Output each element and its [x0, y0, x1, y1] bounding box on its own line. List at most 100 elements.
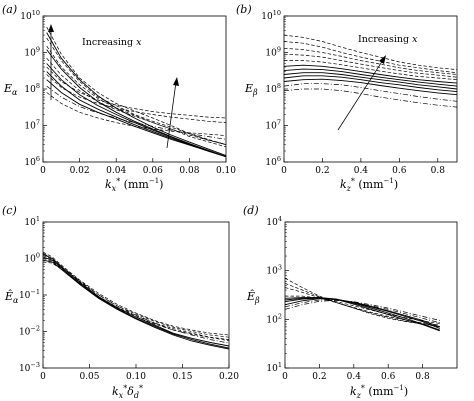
- series-line: [283, 41, 458, 74]
- y-axis-ticks: 106 107 108 109 1010: [261, 9, 288, 168]
- y-tick-label: 10−2: [19, 325, 40, 338]
- y-tick-label: 107: [265, 119, 281, 132]
- y-tick-label: 109: [265, 46, 281, 59]
- x-tick-label: 0.6: [392, 166, 407, 176]
- x-axis-label: kz* (mm−1): [340, 177, 398, 193]
- x-tick-label: 0.2: [315, 166, 329, 176]
- x-axis-ticks: 0 0.2 0.4 0.6 0.8: [281, 158, 445, 176]
- plot-frame: [284, 221, 458, 369]
- series-line: [284, 299, 440, 324]
- x-tick-label: 0: [282, 372, 288, 382]
- panel-b: (b) 0 0.2 0.4 0.6 0.8 106 107 108 109 1010 Eβ kz…: [236, 3, 458, 193]
- x-tick-label: 0.06: [143, 166, 163, 176]
- y-axis-ticks: 101 102 103 104: [266, 215, 289, 374]
- panel-c: (c) 0 0.05 0.10 0.15 0.20 10−3 10−2 10−1 100 101…: [2, 204, 239, 400]
- x-axis-label: kz* (mm−1): [350, 384, 408, 400]
- x-tick-label: 0.10: [216, 166, 236, 176]
- series-line: [46, 26, 227, 145]
- series-line: [42, 251, 230, 336]
- series-line: [46, 37, 227, 145]
- x-tick-label: 0.20: [219, 372, 239, 382]
- series-line: [42, 258, 230, 340]
- x-tick-label: 0.8: [431, 166, 446, 176]
- y-tick-label: 104: [266, 215, 282, 228]
- series-line: [283, 83, 458, 102]
- x-tick-label: 0.02: [70, 166, 90, 176]
- series-line: [46, 66, 227, 119]
- y-tick-label: 100: [24, 252, 40, 265]
- series-line: [284, 300, 440, 321]
- series-line: [42, 255, 230, 338]
- plot-frame: [42, 221, 230, 369]
- series-line: [283, 68, 458, 87]
- x-tick-label: 0.2: [312, 372, 326, 382]
- series-lines: [284, 277, 440, 332]
- series-line: [46, 74, 227, 123]
- y-axis-ticks: 10−3 10−2 10−1 100 101: [19, 215, 47, 374]
- series-line: [46, 32, 227, 157]
- y-tick-label: 106: [24, 155, 40, 168]
- y-tick-label: 102: [266, 312, 282, 325]
- y-tick-label: 108: [24, 82, 40, 95]
- series-line: [285, 295, 440, 324]
- x-tick-label: 0: [40, 372, 46, 382]
- panel-label: (d): [243, 204, 259, 217]
- series-line: [284, 298, 440, 328]
- y-tick-label: 10−1: [19, 288, 40, 301]
- y-tick-label: 10−3: [19, 361, 40, 374]
- x-axis-ticks: 0 0.02 0.04 0.06 0.08 0.10: [40, 158, 236, 176]
- panel-a: (a) 0 0.02 0.04 0.06 0.08 0.10 10610710810910…: [2, 3, 236, 193]
- series-line: [283, 64, 458, 84]
- y-tick-label: 106: [265, 155, 281, 168]
- series-line: [284, 297, 440, 332]
- y-tick-label: 101: [24, 215, 40, 228]
- x-tick-label: 0: [281, 166, 287, 176]
- panel-d: (d) 0 0.2 0.4 0.6 0.8 101 102 103 104 Êβ kz* (m…: [243, 204, 458, 400]
- y-axis-ticks: 106 107 108 109 1010: [20, 9, 47, 168]
- y-tick-label: 101: [266, 361, 282, 374]
- series-line: [42, 252, 230, 344]
- annotation-arrowhead: [173, 77, 179, 86]
- y-tick-label: 109: [24, 46, 40, 59]
- series-line: [46, 57, 227, 145]
- annotation-increasing-x: Increasing x: [82, 37, 142, 48]
- series-line: [46, 92, 227, 136]
- series-line: [42, 256, 230, 349]
- x-tick-label: 0.05: [79, 372, 99, 382]
- x-tick-label: 0.4: [354, 166, 369, 176]
- x-axis-label: kx* (mm−1): [105, 177, 163, 193]
- series-line: [284, 277, 440, 328]
- series-line: [42, 261, 230, 342]
- annotation-arrowhead: [48, 24, 54, 32]
- series-line: [46, 45, 227, 148]
- y-axis-label: Êβ: [246, 289, 260, 305]
- y-tick-label: 107: [24, 119, 40, 132]
- x-axis-label: kx*δd*: [112, 384, 143, 400]
- annotation-increasing-x: Increasing x: [358, 34, 418, 45]
- panel-label: (b): [236, 3, 252, 16]
- x-tick-label: 0.04: [106, 166, 126, 176]
- series-line: [46, 71, 227, 158]
- panel-label: (a): [2, 3, 17, 16]
- panel-label: (c): [2, 204, 17, 217]
- series-line: [283, 75, 458, 93]
- series-line: [284, 60, 458, 81]
- x-tick-label: 0.08: [179, 166, 199, 176]
- series-line: [283, 34, 458, 70]
- y-axis-label: Êα: [4, 289, 19, 305]
- series-line: [284, 297, 440, 329]
- y-tick-label: 1010: [20, 9, 40, 22]
- x-axis-ticks: 0 0.05 0.10 0.15 0.20: [40, 364, 239, 382]
- series-line: [283, 88, 458, 108]
- series-line: [283, 72, 458, 90]
- x-tick-label: 0.15: [172, 372, 192, 382]
- annotation-arrowhead: [379, 55, 386, 64]
- annotation-arrow: [166, 81, 177, 149]
- x-tick-label: 0: [40, 166, 46, 176]
- x-tick-label: 0.4: [347, 372, 362, 382]
- series-line: [46, 79, 227, 158]
- series-line: [42, 253, 230, 347]
- y-axis-label: Eβ: [244, 82, 258, 97]
- series-line: [283, 53, 458, 78]
- series-lines: [46, 26, 227, 158]
